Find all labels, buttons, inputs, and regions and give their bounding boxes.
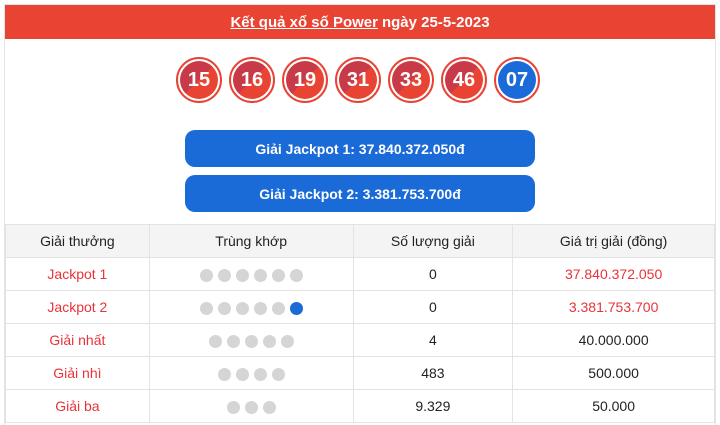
match-dot [235,301,249,315]
match-dot [253,367,267,381]
prize-count: 4 [352,323,514,357]
number-ball: 33 [388,57,434,103]
table-row: Giải nhì 483 500.000 [5,356,715,390]
results-panel: Kết quả xổ số Power ngày 25-5-2023 15 16 1… [4,4,716,425]
table-row: Giải ba 9.329 50.000 [5,389,715,423]
draw-date: ngày 25-5-2023 [381,13,490,31]
match-dot [208,334,222,348]
table-row: Giải nhất 4 40.000.000 [5,323,715,357]
match-dot [262,334,276,348]
match-dots [148,356,354,390]
col-prize: Giải thưởng [5,224,150,258]
table-row: Jackpot 1 0 37.840.372.050 [5,257,715,291]
match-dot [217,268,231,282]
match-dot [253,268,267,282]
prize-name: Giải ba [5,389,150,423]
prize-value: 37.840.372.050 [512,257,715,291]
prize-value: 50.000 [512,389,715,423]
number-ball: 46 [441,57,487,103]
power-match-dot [289,301,303,315]
number-ball: 31 [335,57,381,103]
power-ball: 07 [494,57,540,103]
number-ball: 15 [176,57,222,103]
col-match: Trùng khớp [148,224,354,258]
prize-name: Jackpot 2 [5,290,150,324]
match-dot [217,367,231,381]
match-dot [199,268,213,282]
table-header-row: Giải thưởng Trùng khớp Số lượng giải Giá… [5,224,715,258]
match-dot [226,400,240,414]
table-row: Jackpot 2 0 3.381.753.700 [5,290,715,324]
prize-table: Giải thưởng Trùng khớp Số lượng giải Giá… [5,224,715,423]
prize-value: 40.000.000 [512,323,715,357]
prize-count: 0 [352,257,514,291]
jackpot1-button[interactable]: Giải Jackpot 1: 37.840.372.050đ [185,130,535,167]
match-dots [148,389,354,423]
match-dot [244,334,258,348]
prize-count: 483 [352,356,514,390]
prize-name: Jackpot 1 [5,257,150,291]
match-dots [148,323,354,357]
power-results-link[interactable]: Kết quả xổ số Power [230,13,378,31]
prize-count: 9.329 [352,389,514,423]
match-dot [262,400,276,414]
jackpot2-button[interactable]: Giải Jackpot 2: 3.381.753.700đ [185,175,535,212]
col-count: Số lượng giải [352,224,514,258]
prize-count: 0 [352,290,514,324]
prize-name: Giải nhì [5,356,150,390]
number-ball: 16 [229,57,275,103]
match-dot [271,301,285,315]
match-dot [217,301,231,315]
match-dot [235,367,249,381]
match-dot [271,268,285,282]
prize-value: 3.381.753.700 [512,290,715,324]
match-dots [148,257,354,291]
prize-name: Giải nhất [5,323,150,357]
match-dot [199,301,213,315]
match-dot [289,268,303,282]
prize-value: 500.000 [512,356,715,390]
match-dot [235,268,249,282]
match-dot [253,301,267,315]
match-dot [280,334,294,348]
match-dots [148,290,354,324]
number-ball: 19 [282,57,328,103]
match-dot [244,400,258,414]
col-value: Giá trị giải (đồng) [512,224,715,258]
match-dot [226,334,240,348]
winning-numbers: 15 16 19 31 33 46 07 [1,57,715,103]
results-header: Kết quả xổ số Power ngày 25-5-2023 [5,5,715,39]
match-dot [271,367,285,381]
